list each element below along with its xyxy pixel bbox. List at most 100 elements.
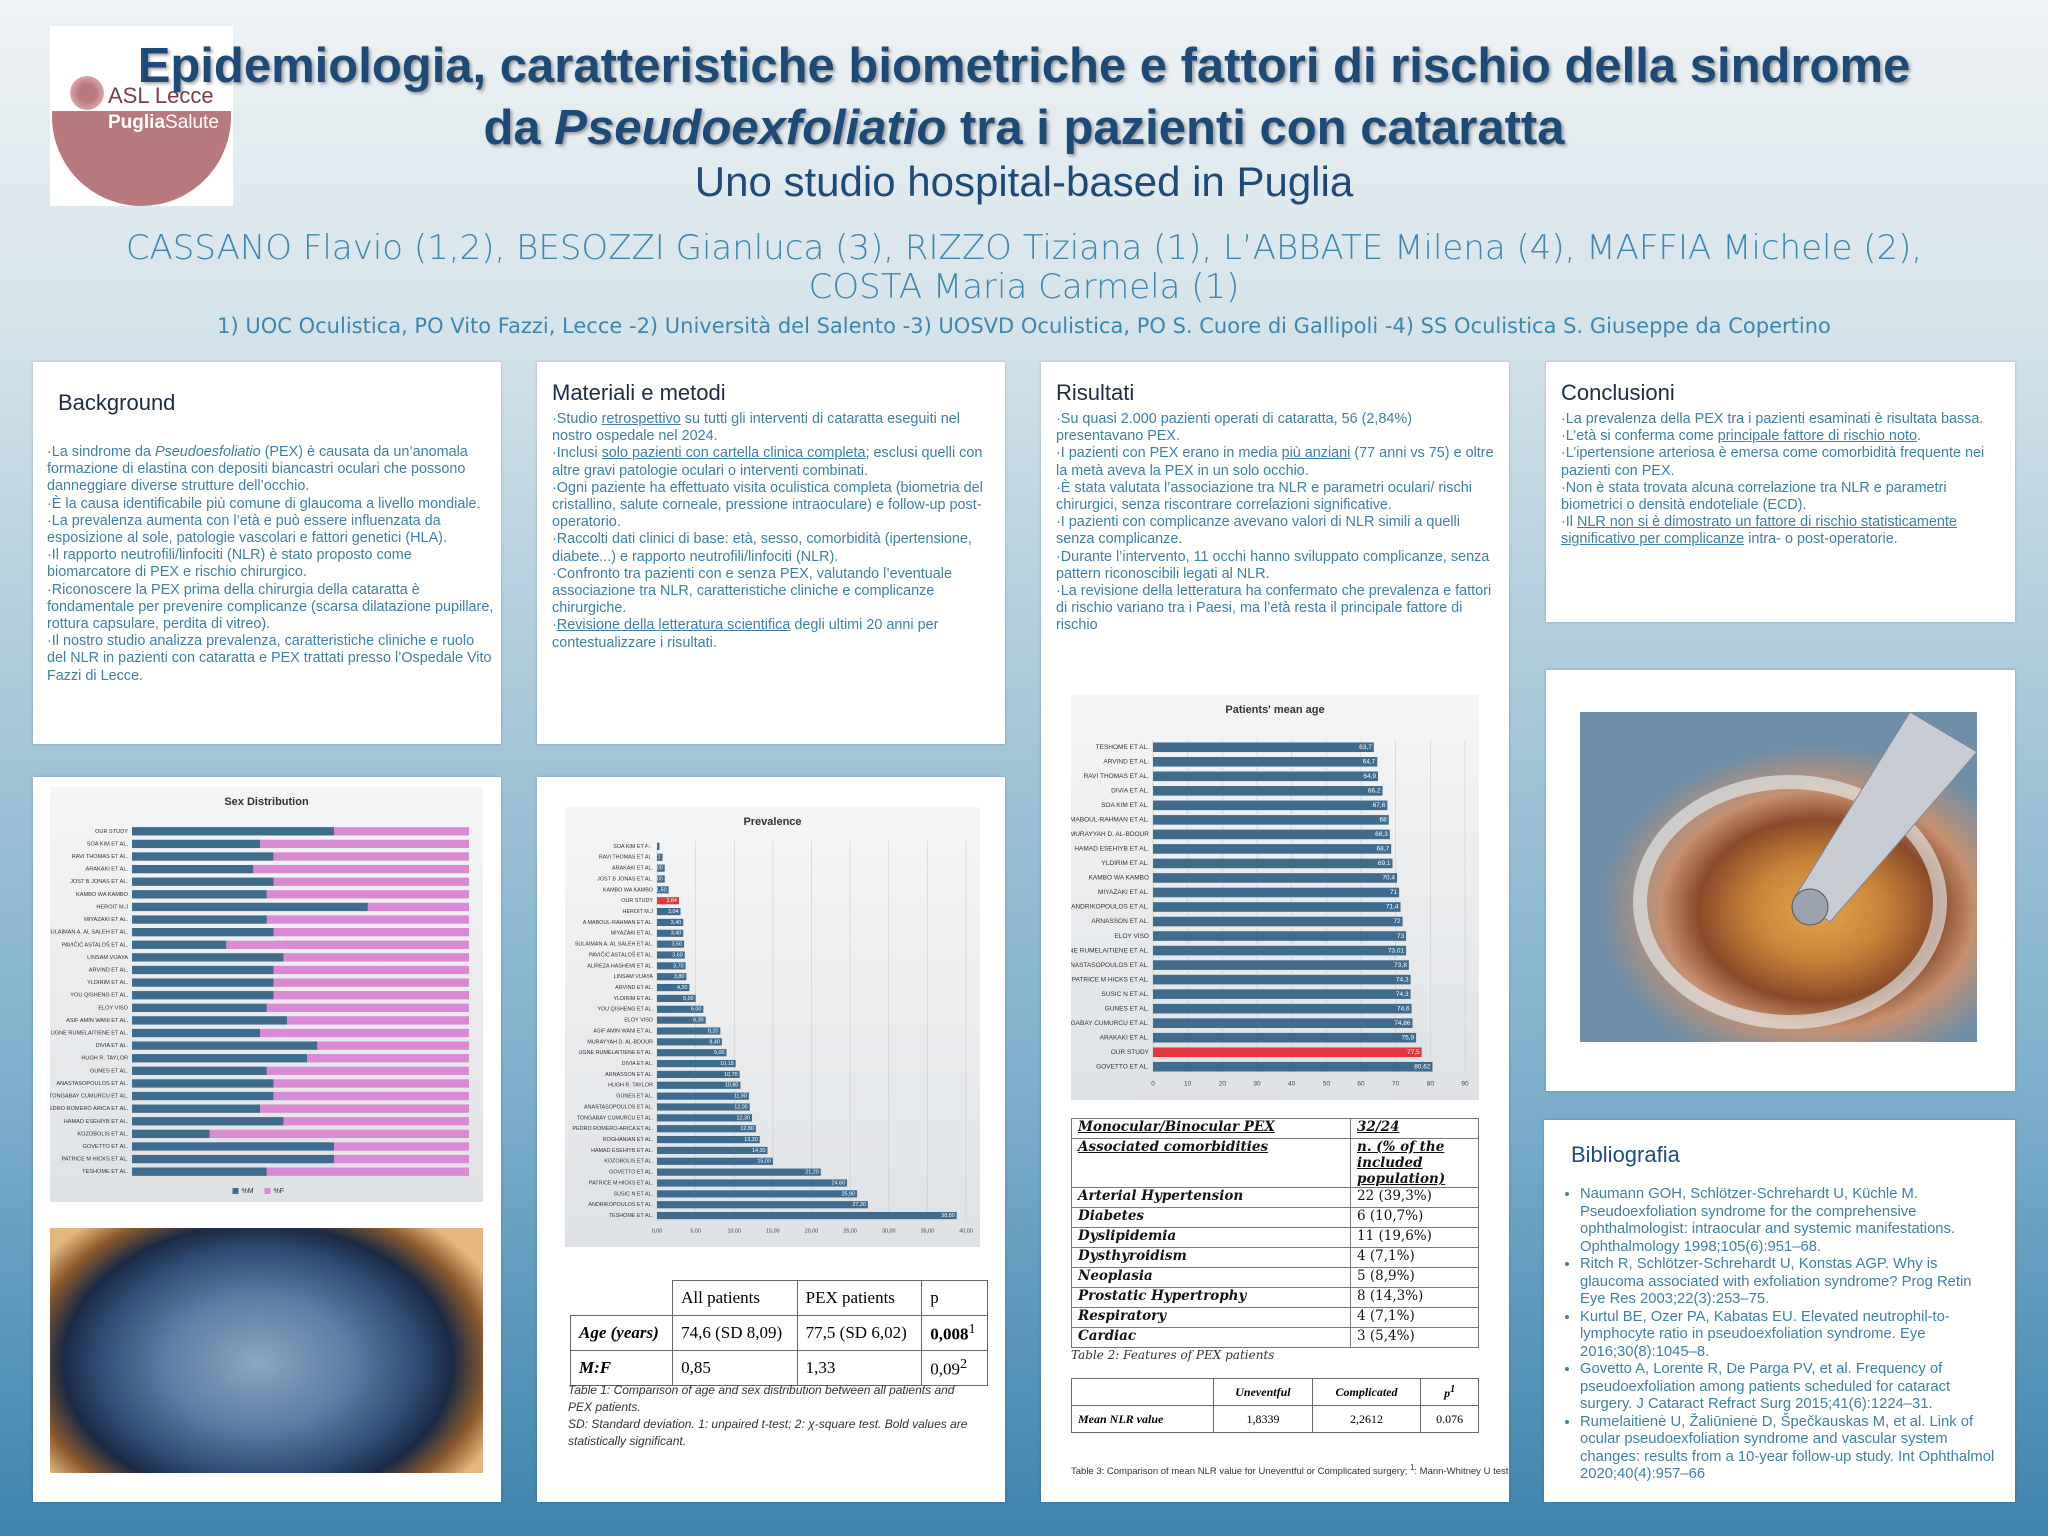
y-tick-label: ARNASSON ET AL. <box>605 1072 653 1078</box>
table-cell: 11 (19,6%) <box>1350 1227 1479 1248</box>
data-label: 68 <box>1379 817 1387 824</box>
background-panel: Background ·La sindrome da Pseudoesfolia… <box>33 362 501 744</box>
bar <box>657 897 679 905</box>
bar <box>657 1190 858 1198</box>
bar <box>1153 1047 1422 1058</box>
y-tick-label: ARVIND ET AL. <box>615 985 653 991</box>
instrument <box>1794 712 1977 923</box>
y-tick-label: HUGH R. TAYLOR <box>608 1083 653 1089</box>
bar <box>132 1016 288 1025</box>
data-label: 2,84 <box>666 898 677 904</box>
bar <box>657 1114 753 1122</box>
paragraph: ·Su quasi 2.000 pazienti operati di cata… <box>1056 411 1496 445</box>
bar <box>1153 1032 1417 1043</box>
bar <box>1153 931 1407 941</box>
table-cell: 4 (7,1%) <box>1350 1247 1479 1268</box>
text-run: solo pazienti con cartella clinica compl… <box>601 445 866 462</box>
bar <box>1153 945 1407 956</box>
logo-brand-2: Salute <box>165 112 219 133</box>
bar <box>273 1079 469 1088</box>
text-run: 0,09 <box>930 1359 960 1379</box>
bar <box>132 928 274 937</box>
bar <box>260 1028 469 1038</box>
y-tick-label: OUR STUDY <box>95 829 128 835</box>
y-tick-label: TESHOME ET AL. <box>1096 744 1150 751</box>
mean-age-chart: Patients' mean age 0 10 20 30 40 50 60 70 80 90 TES… <box>1071 695 1479 1100</box>
bibliography-list: Naumann GOH, Schlötzer-Schrehardt U, Küc… <box>1558 1186 2000 1484</box>
section-text: ·La sindrome da Pseudoesfoliatio (PEX) è… <box>47 444 495 685</box>
section-text: ·Studio retrospettivo su tutti gli inter… <box>552 411 997 652</box>
image-panel <box>1546 670 2015 1091</box>
x-tick-label: 30,00 <box>882 1228 896 1234</box>
data-label: 1,00 <box>652 876 663 882</box>
y-tick-label: HEROIT M.J <box>96 904 128 910</box>
section-title: Bibliografia <box>1571 1142 1680 1167</box>
bar <box>657 1038 722 1046</box>
text-run: ·Durante l’intervento, 11 occhi hanno sv… <box>1056 548 1490 582</box>
bar <box>266 915 469 924</box>
bar <box>273 978 469 987</box>
bar <box>657 864 665 872</box>
table-cell: 0.076 <box>1420 1405 1479 1433</box>
bar <box>657 1027 721 1035</box>
x-tick-label: 20,00 <box>805 1228 819 1234</box>
data-label: 74,3 <box>1396 991 1409 998</box>
y-tick-label: JOST B JONAS ET AL. <box>70 879 128 885</box>
x-tick-label: 10 <box>1184 1081 1192 1088</box>
paragraph: ·Confronto tra pazienti con e senza PEX,… <box>552 566 997 618</box>
x-tick-label: 5,00 <box>690 1228 701 1234</box>
paragraph: ·La revisione della letteratura ha confe… <box>1056 583 1496 635</box>
data-label: 12,30 <box>737 1115 751 1121</box>
text-run: (77 anni vs 75) e oltre la metà aveva la… <box>1056 445 1494 479</box>
bar <box>132 1091 274 1101</box>
text-run: più anziani <box>1281 445 1351 462</box>
x-tick-label: 25,00 <box>843 1228 857 1234</box>
y-tick-label: GUNES ET AL. <box>1105 1005 1150 1012</box>
y-tick-label: JOST B JONAS ET AL. <box>597 876 653 882</box>
section-title: Background <box>58 390 176 415</box>
bar <box>266 890 469 899</box>
bar <box>657 1049 727 1057</box>
surgery-drawing <box>1633 712 1977 1029</box>
table-row: Dyslipidemia 11 (19,6%) <box>1071 1227 1479 1248</box>
bar <box>132 877 274 886</box>
table-cell: 8 (14,3%) <box>1350 1287 1479 1308</box>
paragraph: ·Raccolti dati clinici di base: età, ses… <box>552 531 997 565</box>
bar <box>132 991 274 1000</box>
bar <box>657 994 696 1003</box>
y-tick-label: OUR STUDY <box>1111 1049 1150 1056</box>
data-label: 74,86 <box>1394 1020 1411 1027</box>
bar <box>132 1079 274 1088</box>
bar <box>273 852 469 861</box>
paragraph: ·La sindrome da Pseudoesfoliatio (PEX) è… <box>47 444 495 496</box>
paragraph: ·La prevalenza della PEX tra i pazienti … <box>1561 411 2006 428</box>
data-label: 70,4 <box>1382 875 1395 882</box>
y-tick-label: MURAYYAH D. AL-BDOUR <box>1071 831 1149 838</box>
text-run: 0,85 <box>681 1358 711 1377</box>
y-tick-label: YOU QISHENG ET AL. <box>597 1007 653 1013</box>
text-run: Table 1: Comparison of age and sex distr… <box>568 1383 955 1414</box>
bar <box>132 839 261 849</box>
data-label: 74,6 <box>1397 1005 1410 1012</box>
bar <box>132 890 267 899</box>
text-run: 2 <box>959 1356 968 1373</box>
reference: Govetto A, Lorente R, De Parga PV, et al… <box>1580 1361 2000 1414</box>
table-row: Mean NLR value 1,8339 2,2612 0.076 <box>1070 1405 1479 1433</box>
y-tick-label: ASIF AMIN WANI ET AL. <box>593 1028 653 1034</box>
bar <box>1153 916 1403 927</box>
bar <box>132 1129 210 1139</box>
table-row: Respiratory 4 (7,1%) <box>1071 1307 1479 1328</box>
bar <box>273 877 469 886</box>
table-cell <box>1070 1378 1215 1406</box>
bar <box>1153 1061 1433 1072</box>
authors: CASSANO Flavio (1,2), BESOZZI Gianluca (… <box>125 228 1923 268</box>
chart-title: Sex Distribution <box>224 796 309 808</box>
table-cell: 3 (5,4%) <box>1350 1327 1479 1348</box>
table-3: Uneventful Complicated p1 Mean NLR value 1,8… <box>1070 1378 1479 1433</box>
bar <box>132 1003 267 1012</box>
y-tick-label: ARAKAKI ET AL. <box>86 867 129 873</box>
bar <box>132 864 254 874</box>
table-row: Uneventful Complicated p1 <box>1070 1378 1479 1406</box>
bar <box>132 915 267 924</box>
x-tick-label: 15,00 <box>766 1228 780 1234</box>
